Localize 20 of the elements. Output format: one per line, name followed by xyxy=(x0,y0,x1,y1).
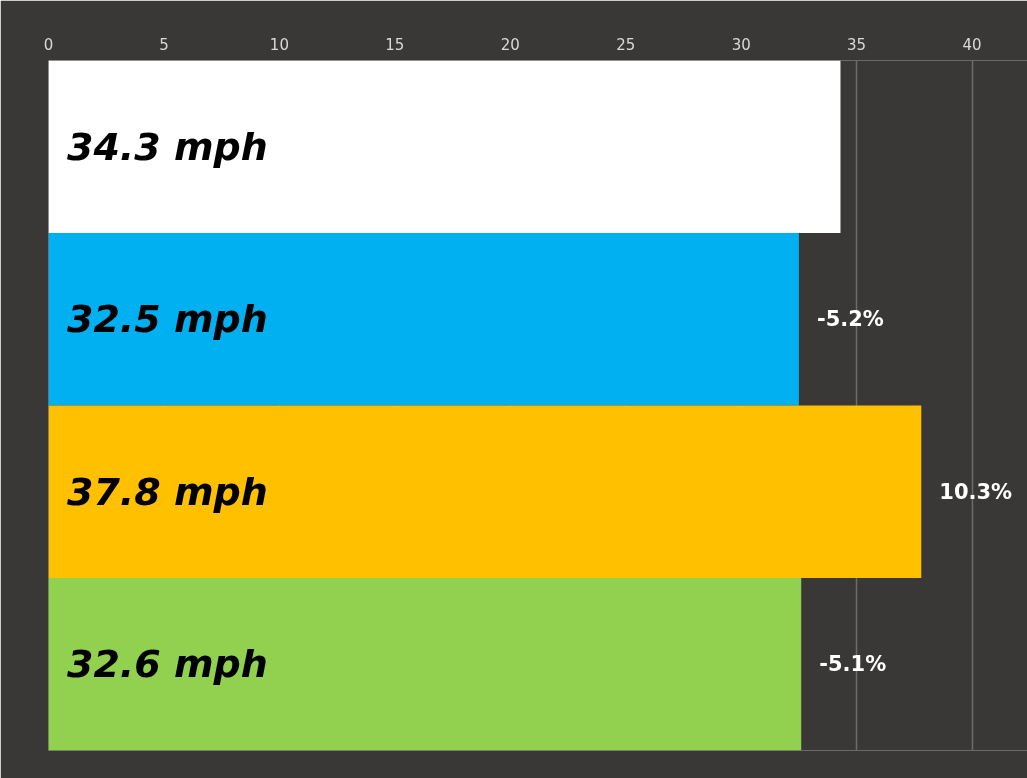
annotation: -5.1% xyxy=(819,652,887,677)
x-tick-label: 0 xyxy=(43,35,54,54)
data-label: 32.5 mph xyxy=(66,297,268,342)
annotation: 10.3% xyxy=(939,479,1013,504)
data-label: 32.6 mph xyxy=(66,642,268,687)
bar xyxy=(48,405,922,578)
x-tick-label: 35 xyxy=(847,35,867,54)
bar xyxy=(48,60,841,233)
bar xyxy=(48,578,802,751)
x-tick-label: 10 xyxy=(269,35,289,54)
annotation: -5.2% xyxy=(816,307,884,332)
x-tick-label: 20 xyxy=(500,35,520,54)
bar xyxy=(48,233,799,406)
x-tick-label: 5 xyxy=(159,35,169,54)
x-tick-label: 40 xyxy=(962,35,982,54)
data-label: 34.3 mph xyxy=(66,124,268,169)
x-tick-label: 25 xyxy=(616,35,636,54)
x-tick-label: 30 xyxy=(731,35,751,54)
x-tick-label: 15 xyxy=(385,35,405,54)
data-label: 37.8 mph xyxy=(66,469,268,514)
